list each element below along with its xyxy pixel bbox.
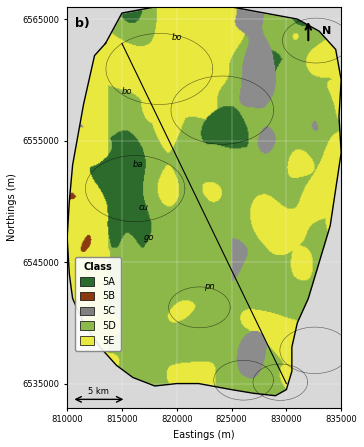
Text: ba: ba xyxy=(133,160,144,169)
Text: 5 km: 5 km xyxy=(88,387,109,396)
Y-axis label: Northings (m): Northings (m) xyxy=(7,173,17,241)
Text: bo: bo xyxy=(171,33,182,42)
Legend: 5A, 5B, 5C, 5D, 5E: 5A, 5B, 5C, 5D, 5E xyxy=(75,257,121,351)
X-axis label: Eastings (m): Eastings (m) xyxy=(173,430,235,440)
Text: N: N xyxy=(322,26,331,36)
Text: b): b) xyxy=(75,17,90,30)
Text: cu: cu xyxy=(139,203,149,212)
Text: bo: bo xyxy=(122,88,133,97)
Text: go: go xyxy=(144,233,155,242)
Text: pn: pn xyxy=(204,282,215,291)
